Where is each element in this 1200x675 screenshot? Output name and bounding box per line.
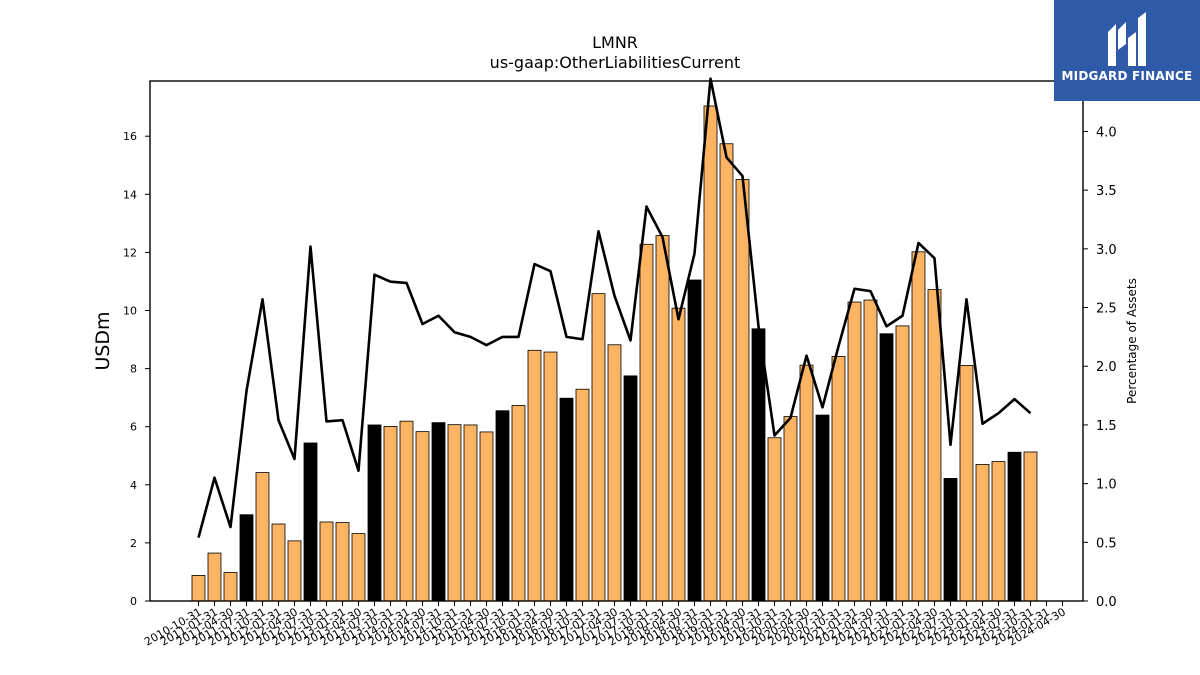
bar — [815, 414, 830, 602]
bar — [431, 422, 446, 602]
y-tick-label: 12 — [123, 246, 137, 259]
bar — [911, 251, 926, 602]
bar — [415, 431, 430, 602]
y-tick-label: 16 — [123, 130, 137, 143]
y2-tick-label: 3.0 — [1096, 243, 1117, 258]
bar — [575, 388, 590, 602]
y-axis-label: USDm — [92, 311, 114, 370]
bar — [863, 299, 878, 602]
chart-subtitle: us-gaap:OtherLiabilitiesCurrent — [490, 53, 741, 72]
y2-tick-label: 1.0 — [1096, 478, 1117, 493]
bar — [463, 424, 478, 602]
bar — [1007, 451, 1022, 602]
plot-frame — [149, 80, 1084, 602]
bar — [927, 289, 942, 602]
chart-title: LMNR — [592, 33, 638, 52]
bar — [767, 437, 782, 602]
bar — [351, 533, 366, 602]
y-tick-label: 4 — [130, 479, 137, 492]
bar — [975, 464, 990, 602]
bar — [895, 325, 910, 602]
bar — [831, 355, 846, 602]
bar — [319, 521, 334, 602]
bar — [543, 351, 558, 602]
bar — [207, 552, 222, 602]
bar — [943, 478, 958, 602]
bar — [719, 143, 734, 602]
bar — [671, 307, 686, 602]
bar — [687, 279, 702, 602]
y2-axis-label: Percentage of Assets — [1125, 278, 1139, 404]
brand-logo: MIDGARD FINANCE — [1054, 0, 1200, 101]
line-group — [197, 77, 1032, 538]
bar — [367, 424, 382, 602]
bar — [735, 179, 750, 602]
percentage-line — [197, 77, 1032, 538]
axes-group — [149, 80, 1084, 602]
bar — [559, 397, 574, 602]
bar — [783, 416, 798, 602]
y-tick-label: 6 — [130, 421, 137, 434]
bar — [191, 575, 206, 602]
brand-name: MIDGARD FINANCE — [1061, 69, 1193, 83]
bar — [655, 235, 670, 602]
midgard-logo-icon — [1108, 12, 1146, 66]
y-tick-label: 10 — [123, 304, 137, 317]
bar — [799, 364, 814, 602]
bar — [1023, 451, 1038, 602]
y-tick-label: 2 — [130, 537, 137, 550]
bar — [399, 420, 414, 602]
bar — [847, 301, 862, 602]
y2-tick-label: 0.5 — [1096, 536, 1117, 551]
y2-tick-label: 1.5 — [1096, 419, 1117, 434]
y2-tick-label: 4.0 — [1096, 125, 1117, 140]
x-ticks-group: 2010-10-312011-01-312011-04-302011-07-31… — [142, 601, 1068, 649]
y2-tick-label: 0.0 — [1096, 595, 1117, 610]
bar — [991, 461, 1006, 602]
bar — [287, 540, 302, 602]
y-tick-label: 14 — [123, 188, 137, 201]
y-ticks-group: 0 2 4 6 8 10 12 14 16 — [123, 130, 150, 608]
bar — [383, 426, 398, 602]
bar — [479, 431, 494, 602]
bar — [495, 410, 510, 602]
y2-tick-label: 2.5 — [1096, 302, 1117, 317]
bar — [223, 572, 238, 602]
y-tick-label: 8 — [130, 363, 137, 376]
y2-tick-label: 2.0 — [1096, 360, 1117, 375]
bar — [271, 523, 286, 602]
bar — [527, 349, 542, 602]
bar — [607, 344, 622, 602]
y2-ticks-group: 0.0 0.5 1.0 1.5 2.0 2.5 3.0 3.5 4.0 — [1083, 125, 1117, 610]
y2-tick-label: 3.5 — [1096, 184, 1117, 199]
bar — [303, 442, 318, 602]
bar — [879, 333, 894, 602]
bar — [703, 105, 718, 602]
bar — [639, 243, 654, 602]
bar — [751, 328, 766, 602]
bar — [255, 472, 270, 602]
y-tick-label: 0 — [130, 595, 137, 608]
bar — [591, 293, 606, 602]
bar — [623, 375, 638, 602]
bar — [239, 514, 254, 602]
bars-group — [191, 105, 1038, 602]
bar — [511, 405, 526, 602]
bar — [447, 424, 462, 602]
bar — [335, 522, 350, 602]
bar — [959, 365, 974, 602]
